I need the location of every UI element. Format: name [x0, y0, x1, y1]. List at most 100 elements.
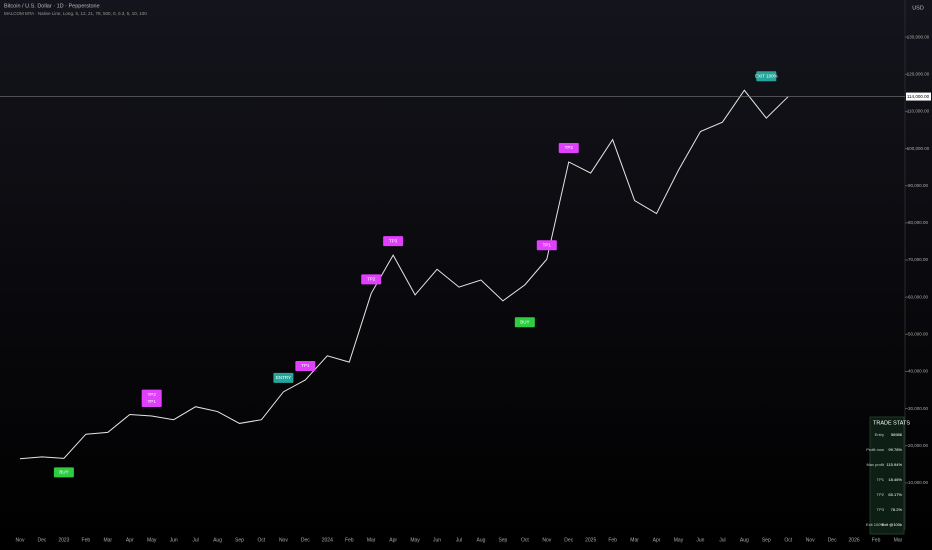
x-tick-label: Jun	[433, 537, 441, 543]
x-tick-label: Nov	[279, 537, 288, 543]
stats-table	[869, 416, 905, 535]
x-tick-label: Aug	[213, 537, 222, 543]
x-tick-label: Feb	[608, 537, 617, 543]
x-tick-label: Sep	[235, 537, 244, 543]
stats-key: Exit 100%	[866, 522, 884, 527]
x-tick-label: Sep	[498, 537, 507, 543]
y-tick-label: 120,000.00	[907, 71, 930, 76]
x-tick-label: May	[147, 537, 157, 543]
x-tick-label: Oct	[784, 537, 792, 543]
y-tick-label: 10,000.00	[908, 480, 929, 485]
x-tick-label: Jun	[696, 537, 704, 543]
currency: USD	[912, 5, 924, 11]
x-tick-label: Dec	[37, 537, 46, 543]
x-tick-label: Apr	[653, 537, 661, 543]
x-tick-label: Jul	[719, 537, 725, 543]
stats-key: TP3	[877, 507, 885, 512]
x-tick-label: Aug	[740, 537, 749, 543]
signal-marker	[558, 142, 579, 153]
x-tick-label: Mar	[894, 537, 903, 543]
signal-label: TP1	[543, 242, 552, 247]
signal-marker	[383, 236, 404, 247]
stats-key: TP2	[877, 492, 885, 497]
x-tick-label: Feb	[872, 537, 881, 543]
x-tick-label: 2025	[585, 537, 596, 543]
signal-marker	[514, 317, 535, 328]
y-tick-label: 80,000.00	[908, 220, 929, 225]
x-tick-label: Dec	[564, 537, 573, 543]
x-tick-label: Jul	[192, 537, 198, 543]
stats-key: Entry	[875, 432, 884, 437]
x-tick-label: Nov	[16, 537, 25, 543]
price-line	[19, 89, 789, 460]
x-tick-label: Jun	[170, 537, 178, 543]
stats-title: TRADE STATS	[873, 420, 910, 426]
y-tick-label: 40,000.00	[908, 369, 929, 374]
stats-key: TP1	[877, 477, 885, 482]
y-tick-label: 50,000.00	[908, 331, 929, 336]
stats-value: 65.17%	[888, 492, 902, 497]
indicator: MALCOM MTA · Native Line, Long, 5, 12, 2…	[4, 11, 147, 16]
signal-label: EXIT 100%	[755, 73, 778, 78]
x-tick-label: Jul	[456, 537, 462, 543]
x-tick-label: Feb	[82, 537, 91, 543]
stats-value: 56986	[891, 432, 903, 437]
x-tick-label: Mar	[367, 537, 376, 543]
x-tick-label: May	[410, 537, 420, 543]
y-tick-label: 130,000.00	[907, 34, 930, 39]
signal-label: ENTRY	[276, 375, 291, 380]
stats-value: 18.46%	[888, 477, 902, 482]
y-tick-label: 20,000.00	[908, 443, 929, 448]
last-price-label: 114,000.00	[907, 94, 930, 99]
symbol: Bitcoin / U.S. Dollar · 1D · Pepperstone	[4, 3, 100, 9]
last-price-box	[906, 92, 931, 101]
signal-marker	[295, 360, 316, 371]
signal-marker	[141, 389, 162, 400]
x-tick-label: Mar	[630, 537, 639, 543]
stats-key: Profit now	[866, 447, 884, 452]
x-tick-label: Mar	[103, 537, 112, 543]
y-tick-label: 100,000.00	[907, 146, 930, 151]
signal-marker	[536, 240, 557, 251]
x-tick-label: Feb	[345, 537, 354, 543]
x-tick-label: Sep	[762, 537, 771, 543]
x-tick-label: 2023	[58, 537, 69, 543]
x-tick-label: 2026	[849, 537, 860, 543]
x-tick-label: Oct	[521, 537, 529, 543]
y-tick-label: 110,000.00	[907, 109, 930, 114]
signal-label: BUY	[520, 319, 529, 324]
signal-label: TP2	[148, 392, 157, 397]
signal-marker	[361, 274, 382, 285]
x-tick-label: Aug	[476, 537, 485, 543]
signal-marker	[273, 372, 294, 383]
y-tick-label: 30,000.00	[908, 406, 929, 411]
x-tick-label: Dec	[301, 537, 310, 543]
signal-label: TP2	[565, 145, 574, 150]
y-tick-label: 90,000.00	[908, 183, 929, 188]
x-tick-label: Nov	[542, 537, 551, 543]
x-tick-label: Apr	[126, 537, 134, 543]
stats-value: 78.2%	[891, 507, 903, 512]
x-tick-label: Dec	[828, 537, 837, 543]
signal-label: TP3	[389, 238, 398, 243]
stats-key: Max profit	[866, 462, 884, 467]
signal-label: BUY	[59, 470, 68, 475]
x-tick-label: May	[674, 537, 684, 543]
signal-label: TP1	[301, 363, 310, 368]
x-tick-label: Apr	[389, 537, 397, 543]
stats-value: Exit @100k	[881, 522, 902, 527]
y-tick-label: 60,000.00	[908, 294, 929, 299]
signal-marker	[756, 71, 777, 82]
x-tick-label: 2024	[322, 537, 333, 543]
x-tick-label: Oct	[258, 537, 266, 543]
signal-marker	[53, 467, 74, 478]
x-tick-label: Nov	[806, 537, 815, 543]
signal-label: TP2	[367, 277, 376, 282]
signal-label: TP1	[148, 399, 157, 404]
stats-value: 115.94%	[887, 462, 903, 467]
y-tick-label: 70,000.00	[908, 257, 929, 262]
stats-value: 99.78%	[888, 447, 902, 452]
